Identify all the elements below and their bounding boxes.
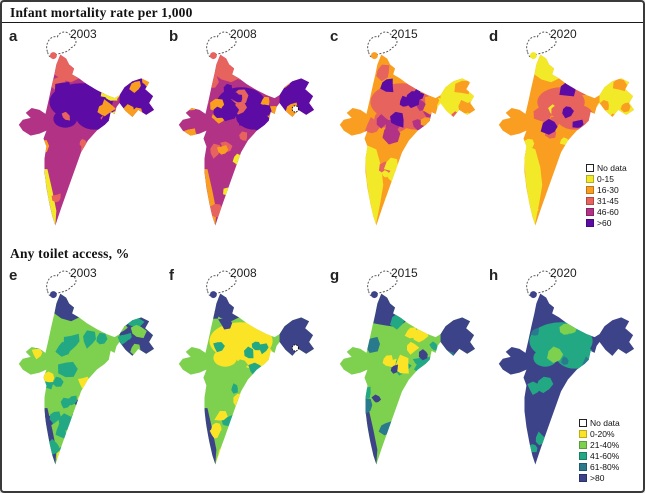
map-panel-a: a 2003 bbox=[4, 25, 162, 243]
panel-letter: g bbox=[330, 267, 340, 284]
panel-letter: e bbox=[9, 267, 18, 284]
map-panel-f: f 2008 bbox=[164, 264, 322, 482]
legend-item: No data bbox=[579, 418, 620, 428]
legend-item: 46-60 bbox=[586, 207, 627, 217]
legend-swatch bbox=[579, 463, 587, 471]
legend-item: 21-40% bbox=[579, 440, 620, 450]
panel-letter: d bbox=[489, 28, 499, 45]
title-underline bbox=[2, 22, 643, 23]
panel-year: 2008 bbox=[230, 266, 257, 280]
legend-swatch bbox=[579, 452, 587, 460]
india-map-imr-2015 bbox=[325, 25, 483, 243]
india-map-toilet-2020 bbox=[484, 264, 642, 482]
india-map-imr-2003 bbox=[4, 25, 162, 243]
legend-swatch bbox=[586, 219, 594, 227]
figure-title-infant-mortality: Infant mortality rate per 1,000 bbox=[10, 5, 193, 20]
panel-letter: c bbox=[330, 28, 339, 45]
panel-year: 2015 bbox=[391, 27, 418, 41]
map-panel-d: d 2020 bbox=[484, 25, 642, 243]
map-panel-b: b 2008 bbox=[164, 25, 322, 243]
legend-toilet-access: No data 0-20% 21-40% 41-60% 61-80% >80 bbox=[577, 417, 622, 484]
legend-item: 16-30 bbox=[586, 185, 627, 195]
legend-infant-mortality: No data 0-15 16-30 31-45 46-60 >60 bbox=[584, 162, 629, 229]
map-panel-c: c 2015 bbox=[325, 25, 483, 243]
legend-item: 0-20% bbox=[579, 429, 620, 439]
panel-year: 2003 bbox=[70, 27, 97, 41]
legend-swatch bbox=[586, 197, 594, 205]
panel-year: 2015 bbox=[391, 266, 418, 280]
no-data-swatch bbox=[579, 419, 587, 427]
figure-title-toilet-access: Any toilet access, % bbox=[10, 246, 130, 261]
panel-year: 2020 bbox=[550, 27, 577, 41]
no-data-swatch bbox=[586, 164, 594, 172]
legend-swatch bbox=[579, 474, 587, 482]
legend-item: No data bbox=[586, 163, 627, 173]
panel-letter: a bbox=[9, 28, 18, 45]
legend-item: >80 bbox=[579, 473, 620, 483]
india-map-toilet-2008 bbox=[164, 264, 322, 482]
legend-item: 31-45 bbox=[586, 196, 627, 206]
panel-letter: b bbox=[169, 28, 179, 45]
map-panel-g: g 2015 bbox=[325, 264, 483, 482]
map-panel-h: h 2020 bbox=[484, 264, 642, 482]
legend-swatch bbox=[586, 208, 594, 216]
panel-year: 2003 bbox=[70, 266, 97, 280]
india-map-toilet-2003 bbox=[4, 264, 162, 482]
legend-item: 41-60% bbox=[579, 451, 620, 461]
panel-letter: f bbox=[169, 267, 174, 284]
panel-letter: h bbox=[489, 267, 499, 284]
legend-swatch bbox=[586, 175, 594, 183]
india-map-toilet-2015 bbox=[325, 264, 483, 482]
india-map-imr-2008 bbox=[164, 25, 322, 243]
panel-year: 2020 bbox=[550, 266, 577, 280]
india-map-imr-2020 bbox=[484, 25, 642, 243]
map-panel-e: e 2003 bbox=[4, 264, 162, 482]
legend-item: 0-15 bbox=[586, 174, 627, 184]
legend-swatch bbox=[586, 186, 594, 194]
legend-item: 61-80% bbox=[579, 462, 620, 472]
legend-swatch bbox=[579, 430, 587, 438]
panel-year: 2008 bbox=[230, 27, 257, 41]
legend-swatch bbox=[579, 441, 587, 449]
legend-item: >60 bbox=[586, 218, 627, 228]
